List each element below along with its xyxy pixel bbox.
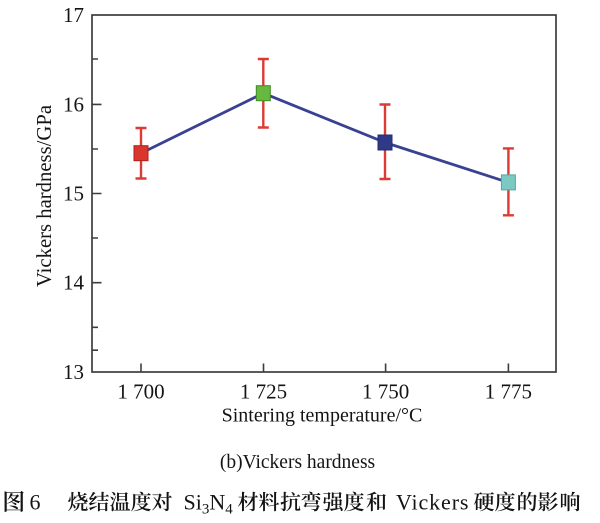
svg-text:15: 15	[63, 182, 84, 206]
svg-text:17: 17	[63, 3, 84, 27]
svg-text:1 700: 1 700	[117, 380, 164, 404]
svg-text:(b)Vickers hardness: (b)Vickers hardness	[220, 452, 375, 473]
svg-text:Sintering temperature/°C: Sintering temperature/°C	[222, 405, 423, 427]
svg-text:1 750: 1 750	[362, 380, 409, 404]
svg-text:1 775: 1 775	[485, 380, 532, 404]
svg-text:Si3N4: Si3N4	[184, 490, 234, 518]
svg-text:6: 6	[30, 490, 41, 515]
svg-text:1 725: 1 725	[240, 380, 287, 404]
svg-text:Vickers: Vickers	[396, 490, 469, 515]
svg-text:14: 14	[63, 271, 85, 295]
svg-text:16: 16	[63, 92, 84, 116]
svg-text:13: 13	[63, 360, 84, 384]
svg-text:Vickers hardness/GPa: Vickers hardness/GPa	[34, 105, 56, 287]
